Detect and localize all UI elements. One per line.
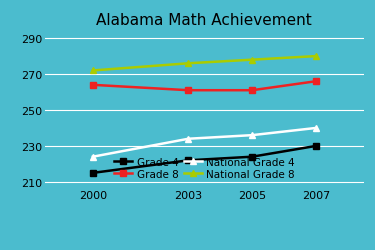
Grade 8 (250, 89, 254, 92)
National Grade 4 (314, 127, 318, 130)
Grade 4 (90, 172, 95, 175)
Grade 4 (314, 145, 318, 148)
Grade 8 (314, 80, 318, 84)
National Grade 8 (90, 70, 95, 73)
Grade 8 (186, 89, 190, 92)
National Grade 8 (186, 62, 190, 66)
Line: National Grade 4: National Grade 4 (90, 126, 319, 160)
Grade 4 (250, 156, 254, 158)
National Grade 8 (250, 59, 254, 62)
Line: Grade 8: Grade 8 (90, 79, 319, 94)
Line: Grade 4: Grade 4 (90, 144, 319, 176)
National Grade 4 (186, 138, 190, 141)
Legend: Grade 4, Grade 8, National Grade 4, National Grade 8: Grade 4, Grade 8, National Grade 4, Nati… (111, 154, 298, 182)
Grade 8 (90, 84, 95, 87)
National Grade 4 (90, 156, 95, 158)
Grade 4 (186, 159, 190, 162)
Title: Alabama Math Achievement: Alabama Math Achievement (96, 12, 312, 28)
National Grade 8 (314, 55, 318, 58)
National Grade 4 (250, 134, 254, 137)
Line: National Grade 8: National Grade 8 (90, 54, 319, 74)
